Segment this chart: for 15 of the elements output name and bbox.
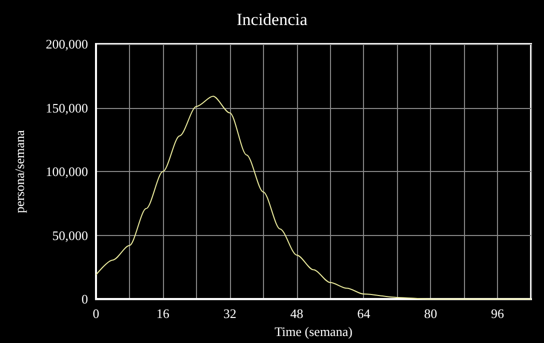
x-tick-label: 80	[424, 306, 438, 322]
y-tick-label: 200,000	[46, 36, 88, 52]
chart-title: Incidencia	[236, 10, 308, 29]
x-tick-label: 0	[92, 306, 100, 322]
x-tick-label: 96	[491, 306, 505, 322]
x-axis-title: Time (semana)	[274, 324, 352, 339]
x-tick-label: 32	[223, 306, 236, 322]
x-tick-label: 16	[156, 306, 170, 322]
y-tick-label: 0	[82, 292, 88, 307]
y-tick-label: 150,000	[46, 100, 88, 116]
y-tick-label: 100,000	[46, 164, 88, 180]
y-tick-label: 50,000	[52, 228, 88, 243]
x-tick-label: 64	[357, 306, 371, 322]
y-axis-title: persona/semana	[12, 130, 27, 214]
x-tick-label: 48	[290, 306, 304, 322]
